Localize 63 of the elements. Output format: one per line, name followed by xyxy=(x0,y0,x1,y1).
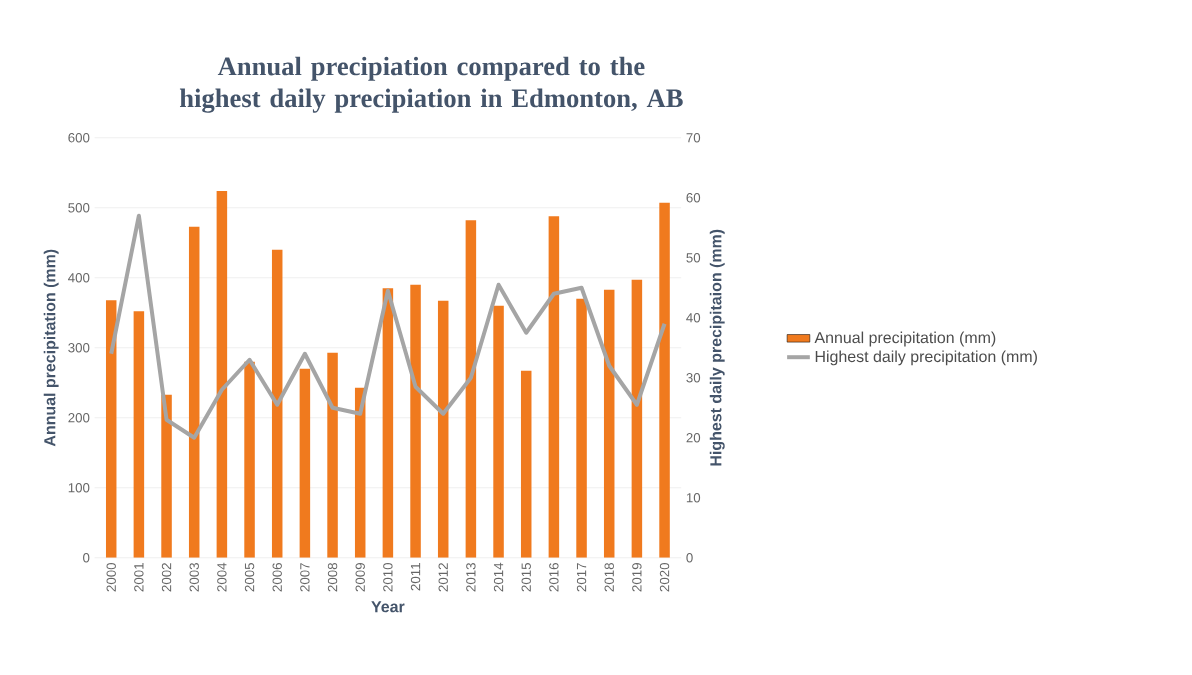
x-tick-label: 2008 xyxy=(327,563,338,592)
y2-tick-label: 30 xyxy=(686,373,701,383)
x-tick-label: 2019 xyxy=(632,563,642,592)
x-tick-label: 2011 xyxy=(410,563,421,591)
y-tick-label: 600 xyxy=(68,133,90,143)
bar xyxy=(548,216,560,558)
x-tick-label: 2001 xyxy=(134,563,144,592)
bar xyxy=(382,288,394,558)
x-tick-label: 2020 xyxy=(659,562,670,592)
bar xyxy=(216,190,228,558)
bar xyxy=(437,300,449,558)
y2-tick-label: 70 xyxy=(686,133,701,143)
x-tick-label: 2010 xyxy=(383,562,393,592)
y2-axis-title: Highest daily precipitaion (mm) xyxy=(709,229,725,466)
y-tick-label: 0 xyxy=(83,553,90,563)
bar xyxy=(576,298,587,558)
legend-label: Highest daily precipitation (mm) xyxy=(815,350,1037,366)
x-tick-label: 2014 xyxy=(493,562,504,592)
bar xyxy=(188,226,200,558)
y2-tick-label: 0 xyxy=(686,553,693,563)
chart-title: Annual precipiation compared to the highest daily precipiation in Edmonton, AB xyxy=(179,56,683,113)
bar xyxy=(244,361,255,558)
x-tick-label: 2003 xyxy=(189,563,199,592)
x-tick-label: 2004 xyxy=(217,562,227,592)
bar xyxy=(105,300,117,558)
bar xyxy=(493,305,504,558)
y2-tick-label: 50 xyxy=(686,253,701,263)
bar xyxy=(465,220,477,558)
x-tick-label: 2012 xyxy=(438,563,448,592)
y-tick-label: 300 xyxy=(68,343,90,353)
x-axis-title: Year xyxy=(371,601,405,613)
bar xyxy=(161,394,172,558)
x-tick-label: 2002 xyxy=(161,563,172,592)
x-tick-label: 2009 xyxy=(355,563,365,592)
y2-tick-label: 10 xyxy=(686,493,701,503)
y2-tick-label: 20 xyxy=(686,433,701,443)
bar xyxy=(659,202,670,558)
x-tick-label: 2000 xyxy=(106,562,116,592)
bar xyxy=(520,370,532,558)
y-axis-title: Annual precipitation (mm) xyxy=(43,249,59,447)
bar xyxy=(299,368,311,558)
y2-tick-label: 40 xyxy=(686,313,701,323)
bar xyxy=(603,289,615,558)
legend-label: Annual precipitation (mm) xyxy=(814,331,996,347)
bar xyxy=(271,249,283,558)
bar xyxy=(410,284,421,558)
y-tick-label: 500 xyxy=(68,203,90,213)
x-tick-label: 2005 xyxy=(244,563,255,592)
bar xyxy=(133,311,145,558)
x-tick-label: 2007 xyxy=(300,563,310,592)
bar xyxy=(327,352,338,558)
x-tick-label: 2006 xyxy=(272,563,282,592)
x-tick-label: 2018 xyxy=(604,563,614,592)
bar xyxy=(631,279,643,558)
y-tick-label: 200 xyxy=(68,413,90,423)
y2-tick-label: 60 xyxy=(686,193,701,203)
x-tick-label: 2017 xyxy=(576,563,587,592)
y-tick-label: 100 xyxy=(68,483,90,493)
line-series xyxy=(109,213,667,440)
x-tick-label: 2013 xyxy=(466,563,476,592)
x-tick-label: 2015 xyxy=(521,563,531,592)
y-tick-label: 400 xyxy=(68,273,90,283)
x-tick-label: 2016 xyxy=(549,563,559,592)
